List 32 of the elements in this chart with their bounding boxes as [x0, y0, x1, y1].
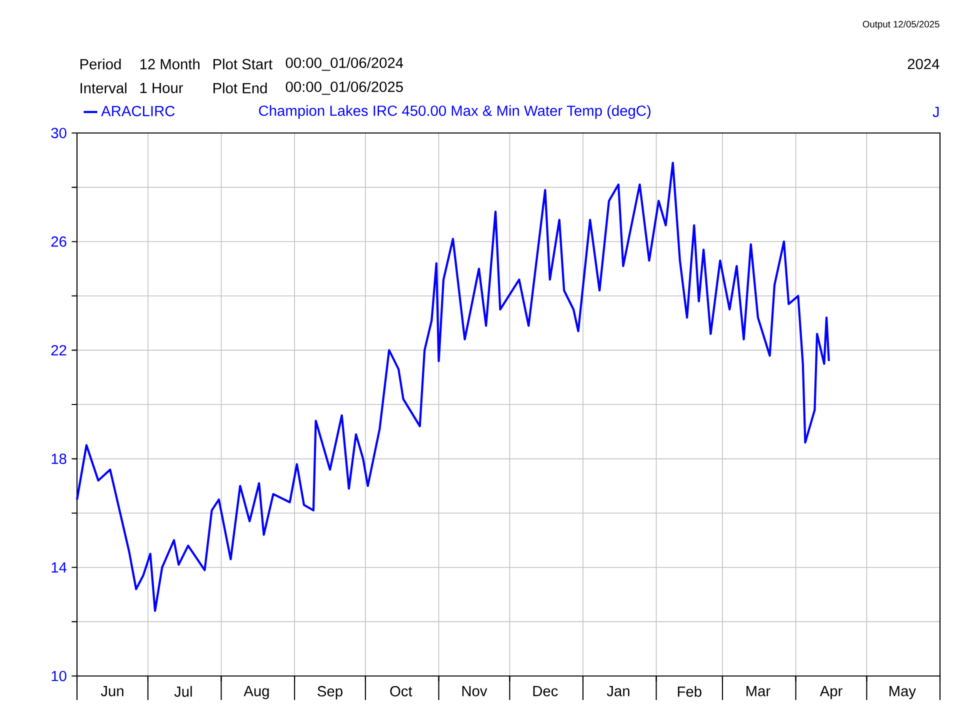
text: J: [932, 106, 939, 118]
x-tick-label: Mar: [746, 686, 770, 696]
y-tick-label: 10: [52, 670, 66, 682]
x-tick-label: Nov: [462, 686, 488, 696]
text: 2024: [908, 58, 940, 70]
y-tick-label: 18: [52, 454, 66, 464]
x-tick-label: Apr: [820, 686, 842, 700]
text: Period: [80, 58, 121, 70]
text: Plot End: [213, 82, 267, 94]
text: 1 Hour: [140, 82, 184, 94]
y-tick-label: 22: [51, 345, 66, 356]
x-tick-label: Sep: [318, 686, 342, 700]
legend-label: ARACLIRC: [101, 106, 175, 116]
x-tick-label: Oct: [390, 686, 412, 696]
x-tick-label: Aug: [244, 686, 269, 700]
text: 00:00_01/06/2025: [286, 81, 403, 95]
x-tick-label: May: [890, 686, 916, 700]
text: 00:00_01/06/2024: [286, 57, 404, 71]
line-series: [76, 162, 830, 612]
chart-subtitle: Champion Lakes IRC 450.00 Max & Min Water Temp (degC): [259, 105, 650, 119]
y-tick-label: 26: [51, 236, 66, 247]
text: Output 12/05/2025: [862, 20, 940, 30]
x-tick-label: Jun: [100, 686, 124, 696]
y-tick-label: 30: [51, 128, 66, 138]
x-tick-label: Jan: [606, 686, 630, 696]
text: Interval: [80, 82, 126, 94]
x-tick-label: Dec: [533, 686, 558, 696]
y-tick-label: 14: [52, 562, 67, 572]
x-tick-label: Jul: [174, 686, 192, 697]
text: 12 Month: [140, 58, 200, 70]
x-tick-label: Feb: [678, 686, 702, 697]
text: Plot Start: [213, 58, 272, 70]
